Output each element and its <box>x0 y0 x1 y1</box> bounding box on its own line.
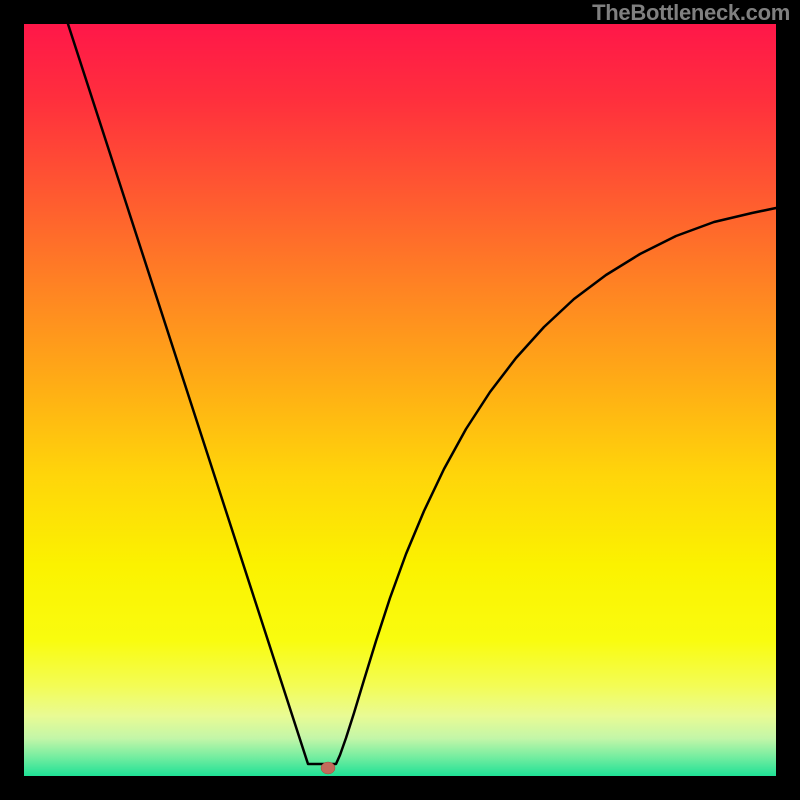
watermark-text: TheBottleneck.com <box>592 0 790 26</box>
plot-background <box>24 24 776 776</box>
bottleneck-chart <box>0 0 800 800</box>
minimum-marker <box>321 762 335 774</box>
